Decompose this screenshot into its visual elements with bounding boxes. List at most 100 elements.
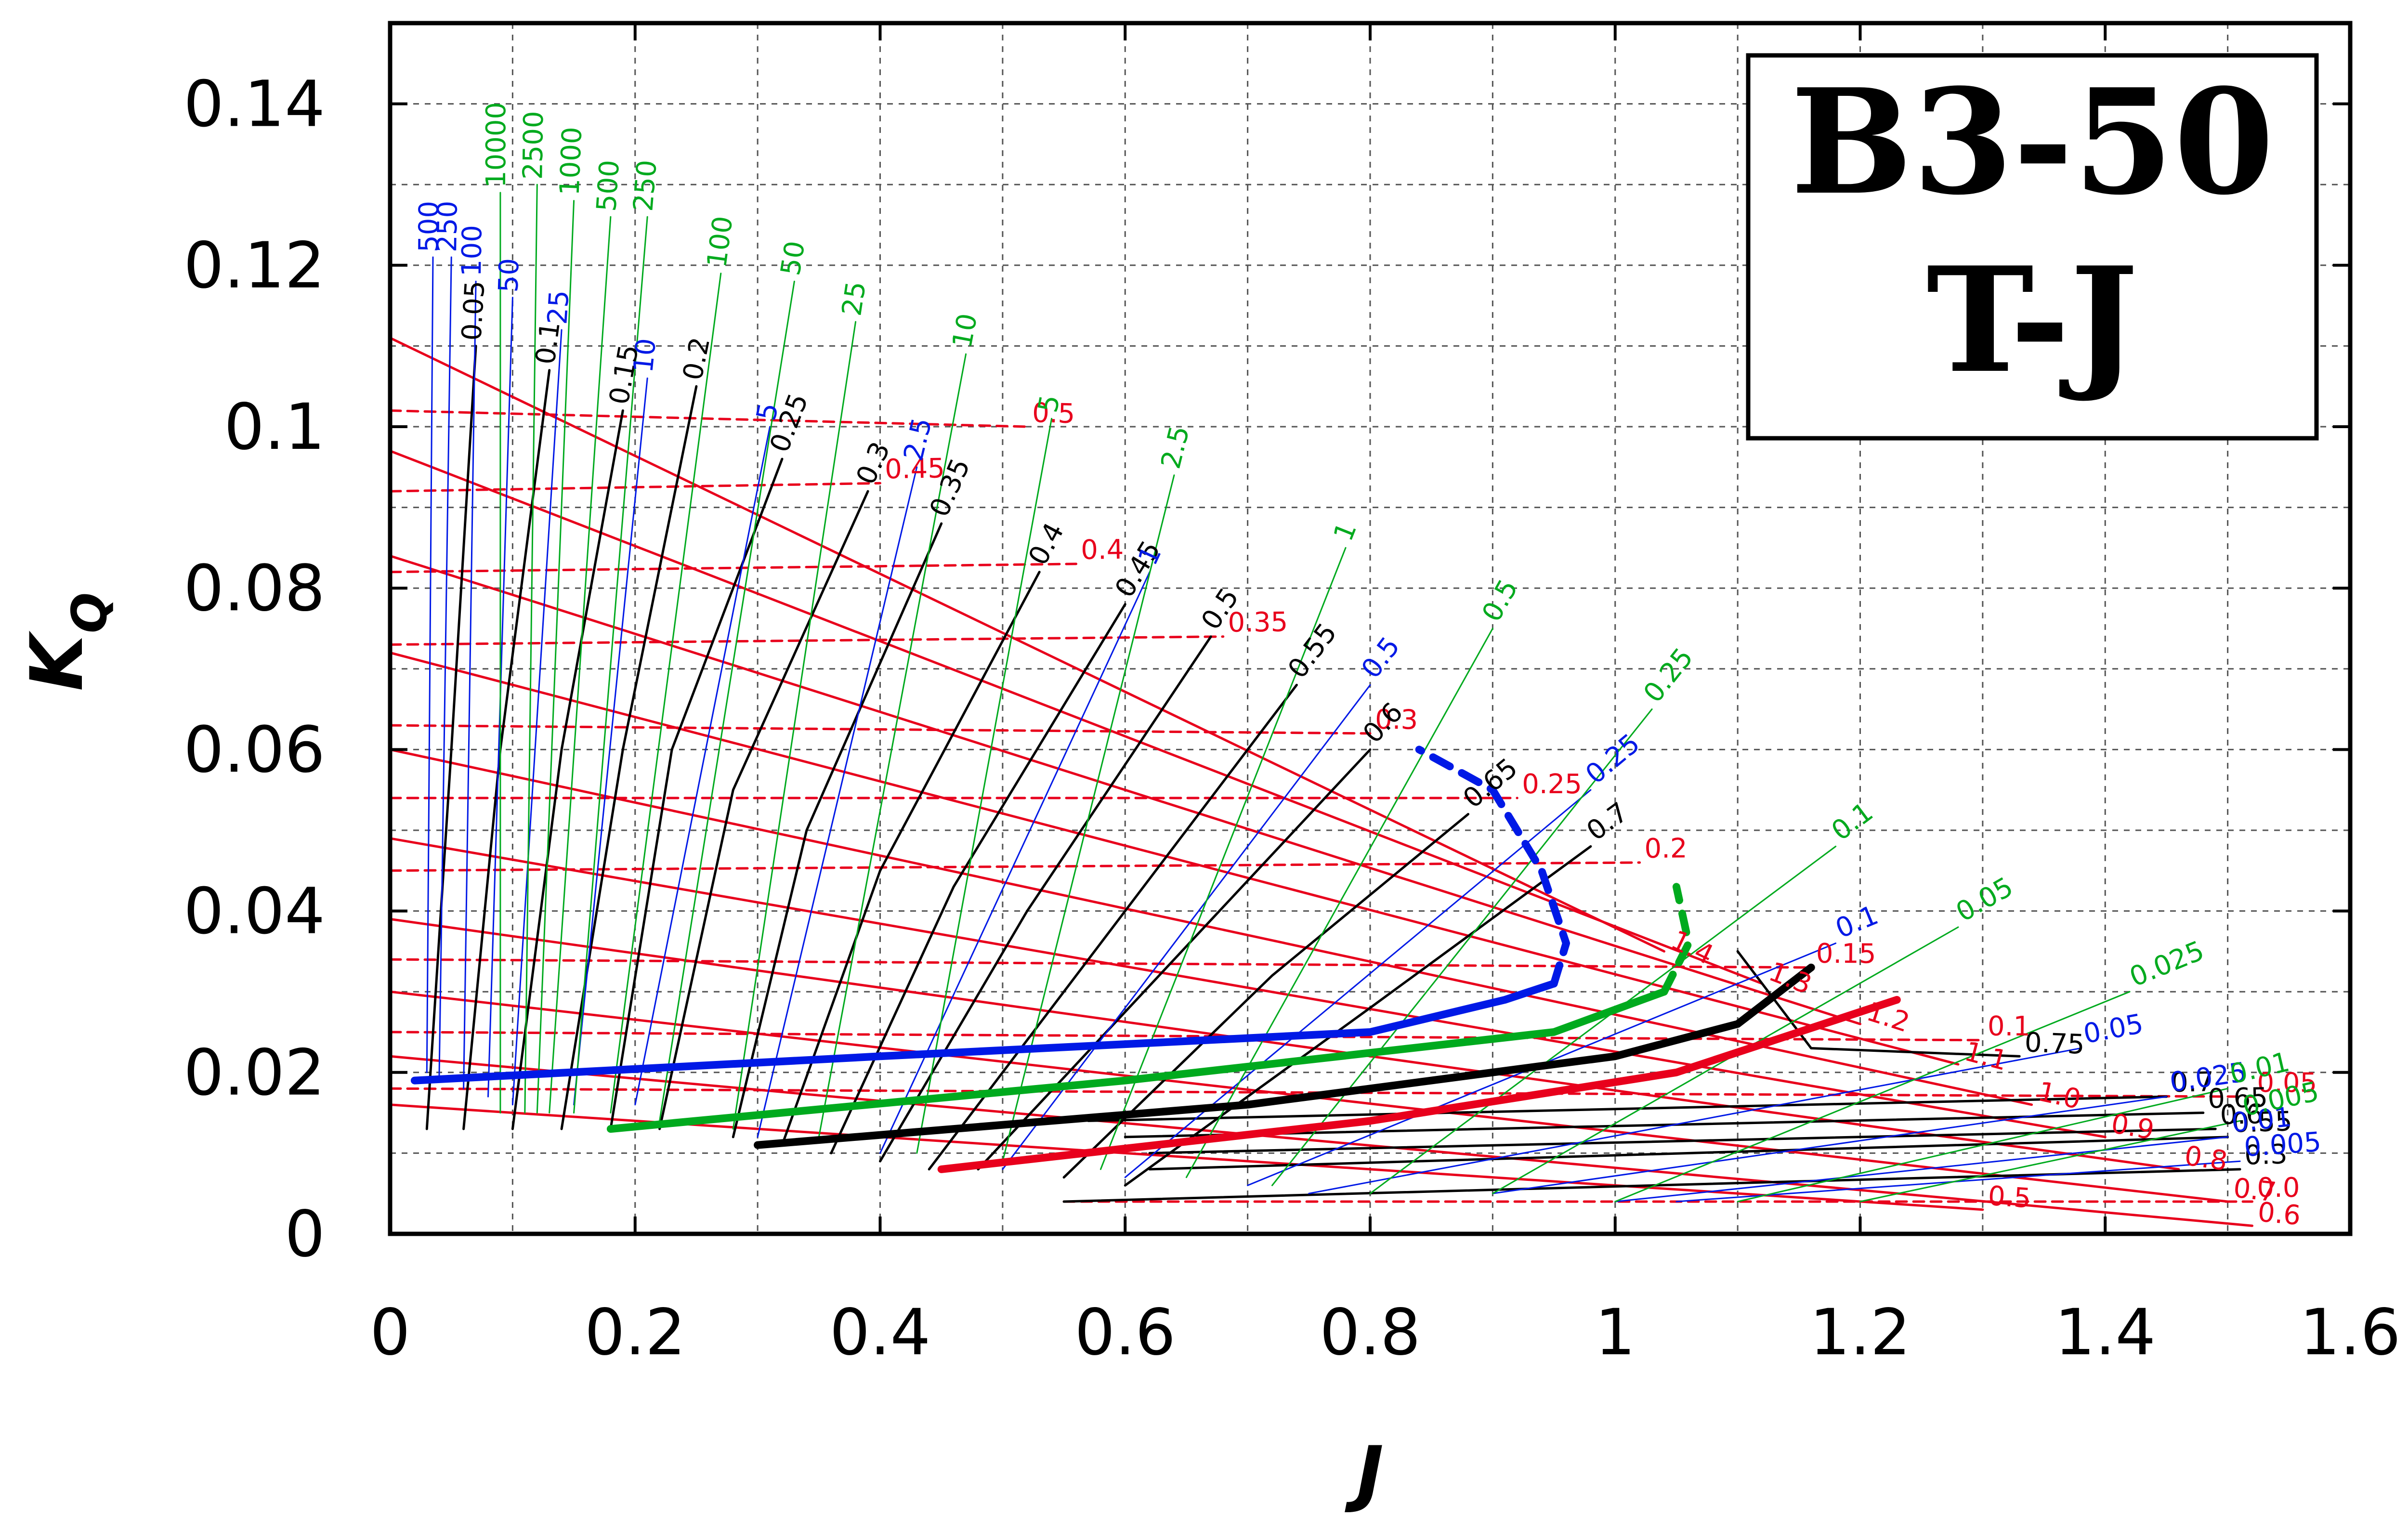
power-coefficient-curve-blue: [511, 329, 563, 1106]
optimum-curve-green: [606, 988, 1668, 1133]
x-tick-label: 1.4: [2055, 1295, 2156, 1370]
efficiency-curve-black: [658, 490, 869, 1130]
optimum-curve-red: [937, 996, 1901, 1173]
y-tick-label: 0.1: [224, 390, 325, 464]
y-tick-label: 0.06: [183, 713, 325, 787]
power-coefficient-curve-blue: [463, 280, 477, 1089]
power-coefficient-curve-blue: [757, 466, 918, 1138]
torque-coefficient-curve-green: [524, 183, 538, 1114]
y-tick-label: 0.14: [183, 67, 325, 142]
y-tick-label: 0.08: [183, 551, 325, 626]
thrust-loading-label: 0.45: [885, 453, 945, 485]
thrust-loading-curve-red: [389, 482, 881, 493]
x-tick-label: 0.6: [1074, 1295, 1176, 1370]
efficiency-curve-black: [732, 522, 943, 1138]
x-ticks: 0 0.2 0.4 0.6 0.8 1 1.2 1.4 1.6: [370, 23, 2401, 1370]
chart-title-line-2: T-J: [1926, 235, 2138, 405]
efficiency-label: 0.75: [2024, 1027, 2085, 1060]
efficiency-label: 0.1: [530, 320, 566, 366]
optimum-curve-blue: [410, 980, 1558, 1085]
power-coefficient-label: 100: [456, 225, 488, 277]
x-tick-label: 0: [370, 1295, 410, 1370]
torque-coefficient-curve-green: [610, 273, 722, 1114]
efficiency-curve-black: [879, 635, 1212, 1163]
efficiency-curve-black: [977, 748, 1372, 1171]
y-tick-label: 0.12: [183, 229, 325, 303]
efficiency-label: 0.05: [456, 280, 491, 341]
x-tick-label: 0.2: [585, 1295, 686, 1370]
torque-coefficient-curve-green: [1099, 547, 1347, 1170]
power-coefficient-curve-blue: [1308, 1047, 2081, 1194]
torque-coefficient-curve-green: [1614, 991, 2131, 1203]
power-coefficient-curve-blue: [634, 426, 771, 1106]
pitch-ratio-curve-red: [389, 554, 1861, 1025]
efficiency-curve-black: [781, 571, 1041, 1147]
efficiency-label: 0.65: [2208, 1082, 2268, 1115]
efficiency-curve-black: [425, 344, 477, 1130]
efficiency-curve-black: [1148, 1136, 2229, 1171]
torque-coefficient-curve-green: [536, 200, 575, 1114]
thrust-loading-curve-red: [389, 1087, 2253, 1098]
power-coefficient-label: 10: [628, 337, 662, 374]
power-coefficient-curve-blue: [438, 256, 452, 1082]
power-coefficient-label: 0.005: [2243, 1126, 2322, 1163]
torque-coefficient-label: 500: [591, 159, 626, 212]
title-frame: [1746, 53, 2319, 441]
thrust-loading-curve-red: [389, 958, 1813, 969]
x-tick-label: 0.4: [830, 1295, 931, 1370]
power-coefficient-curve-blue: [1124, 789, 1592, 1178]
power-coefficient-label: 500: [413, 201, 445, 252]
power-coefficient-curve-blue: [1614, 1136, 2229, 1203]
efficiency-curve-black: [1736, 950, 2021, 1058]
torque-coefficient-curve-green: [1185, 628, 1493, 1178]
torque-coefficient-label: 100: [701, 214, 739, 269]
y-tick-label: 0: [285, 1197, 325, 1271]
thrust-loading-curve-red: [389, 724, 1372, 735]
efficiency-curve-black: [1062, 813, 1469, 1179]
torque-coefficient-curve-green: [1859, 1120, 2241, 1203]
efficiency-label: 0.3: [2244, 1138, 2288, 1171]
torque-coefficient-label: 50: [775, 239, 811, 278]
torque-coefficient-label: 1000: [554, 126, 589, 196]
efficiency-curve-black: [609, 458, 784, 1130]
torque-coefficient-curve-green: [1369, 846, 1837, 1194]
efficiency-curve-black: [1124, 845, 1592, 1187]
torque-coefficient-label: 10: [946, 311, 983, 351]
thrust-loading-label: 0.4: [1081, 534, 1124, 566]
x-tick-label: 1.6: [2300, 1295, 2401, 1370]
thrust-loading-label: 0.15: [1816, 938, 1876, 970]
torque-coefficient-curve-green: [1737, 1087, 2229, 1203]
efficiency-curve-black: [1087, 1095, 2168, 1122]
thrust-loading-label: 0.5: [1032, 397, 1075, 430]
torque-coefficient-label: 25: [836, 279, 872, 318]
optimum-curve-blue: [1415, 746, 1570, 988]
efficiency-curve-black: [560, 385, 698, 1130]
thrust-loading-curve-red: [389, 409, 1029, 428]
x-tick-label: 1.2: [1810, 1295, 1911, 1370]
y-ticks: 0 0.02 0.04 0.06 0.08 0.1 0.12 0.14: [183, 67, 2350, 1271]
chart-title-line-1: B3-50: [1791, 57, 2274, 227]
y-axis-title: K Q: [15, 592, 118, 691]
x-tick-label: 0.8: [1320, 1295, 1421, 1370]
power-coefficient-curve-blue: [426, 256, 434, 1073]
thrust-loading-label: 0.35: [1228, 606, 1288, 638]
y-axis-title-main: K: [15, 630, 99, 691]
power-coefficient-label: 50: [493, 258, 525, 293]
pitch-ratio-label: 0.5: [1987, 1180, 2032, 1215]
thrust-loading-label: 0.3: [1375, 704, 1418, 736]
optimum-curve-black: [754, 963, 1815, 1149]
efficiency-label: 0.55: [2232, 1106, 2293, 1139]
power-coefficient-curve-blue: [1492, 1096, 2167, 1194]
thrust-loading-label: 0.2: [1644, 833, 1688, 864]
pitch-ratio-curve-red: [389, 449, 1764, 985]
pitch-ratio-label: 0.9: [2109, 1108, 2157, 1146]
torque-coefficient-curve-green: [818, 353, 967, 1138]
efficiency-curve-black: [830, 603, 1126, 1154]
torque-coefficient-curve-green: [659, 280, 795, 1122]
efficiency-curve-black: [511, 409, 624, 1130]
series-group: [389, 183, 2253, 1227]
power-coefficient-curve-blue: [573, 377, 648, 1106]
thrust-loading-curve-red: [389, 1031, 1984, 1042]
title-box: B3-50 T-J: [1746, 53, 2319, 441]
pitch-ratio-label: 0.6: [2256, 1196, 2302, 1231]
